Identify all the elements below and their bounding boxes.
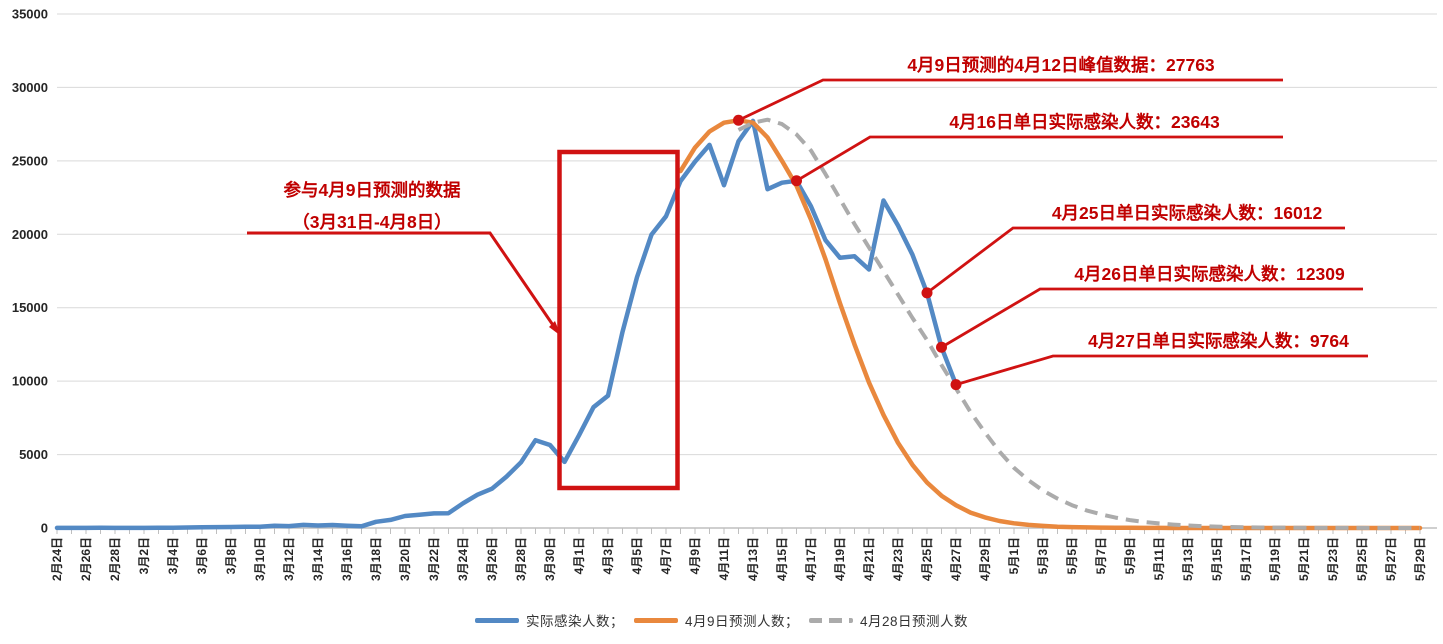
x-axis-label: 3月20日: [398, 537, 412, 581]
x-axis-label: 3月22日: [427, 537, 441, 581]
callout-leader-line: [940, 287, 1363, 349]
callout-text: 4月16日单日实际感染人数：23643: [949, 112, 1220, 132]
x-axis-label: 3月28日: [514, 537, 528, 581]
x-axis-label: 4月27日: [949, 537, 963, 581]
x-axis-label: 5月13日: [1181, 537, 1195, 581]
x-axis-label: 3月12日: [282, 537, 296, 581]
y-axis-label: 25000: [12, 153, 48, 168]
callout-leader-line: [955, 354, 1368, 386]
x-axis-label: 5月9日: [1123, 537, 1137, 574]
x-axis-label: 4月1日: [572, 537, 586, 574]
legend-label-actual: 实际感染人数；: [525, 614, 624, 629]
highlight-box: [557, 149, 680, 491]
x-axis-label: 5月11日: [1152, 537, 1166, 580]
data-point-marker: [791, 175, 802, 187]
x-axis-label: 4月29日: [978, 537, 992, 581]
x-axis-label: 2月28日: [108, 537, 122, 581]
box-annotation-leader-line: [247, 231, 559, 332]
x-axis-label: 5月23日: [1326, 537, 1340, 581]
x-axis-label: 4月21日: [862, 537, 876, 581]
legend-item-actual: 实际感染人数；: [474, 610, 624, 630]
legend-item-pred-apr28: 4月28日预测人数: [809, 610, 968, 630]
x-axis-label: 4月25日: [920, 537, 934, 581]
legend-item-pred-apr9: 4月9日预测人数；: [633, 610, 799, 630]
x-axis-label: 3月24日: [456, 537, 470, 581]
x-axis-label: 5月7日: [1094, 537, 1108, 574]
x-axis-label: 3月4日: [166, 537, 180, 574]
callout-text: 4月9日预测的4月12日峰值数据：27763: [907, 55, 1215, 75]
x-axis-label: 5月29日: [1413, 537, 1427, 581]
x-axis-label: 5月1日: [1007, 537, 1021, 574]
callout-leader-line: [795, 135, 1283, 182]
x-axis-label: 4月7日: [659, 537, 673, 574]
x-axis-label: 3月8日: [224, 537, 238, 574]
x-axis-label: 4月5日: [630, 537, 644, 574]
x-axis-label: 3月2日: [137, 537, 151, 574]
x-axis-label: 5月19日: [1268, 537, 1282, 581]
legend-label-pred-apr28: 4月28日预测人数: [860, 614, 969, 629]
x-axis-label: 3月26日: [485, 537, 499, 581]
x-axis-label: 5月27日: [1384, 537, 1398, 581]
x-axis-label: 3月16日: [340, 537, 354, 581]
y-axis-label: 5000: [19, 447, 48, 462]
x-axis-label: 5月3日: [1036, 537, 1050, 574]
x-axis-label: 3月10日: [253, 537, 267, 581]
x-axis-label: 3月6日: [195, 537, 209, 574]
data-point-marker: [950, 379, 962, 391]
x-axis-label: 2月26日: [79, 537, 93, 581]
x-axis-label: 5月21日: [1297, 537, 1311, 581]
data-point-marker: [921, 287, 933, 299]
legend: 实际感染人数； 4月9日预测人数； 4月28日预测人数: [0, 610, 1443, 630]
box-annotation-arrowhead: [549, 321, 561, 336]
x-axis-label: 3月14日: [311, 537, 325, 581]
x-axis-label: 4月9日: [688, 537, 702, 574]
x-axis-label: 5月17日: [1239, 537, 1253, 581]
y-axis-label: 10000: [12, 374, 48, 389]
box-annotation-text-line1: 参与4月9日预测的数据: [284, 180, 461, 200]
callout-leader-line: [737, 78, 1283, 122]
x-axis-label: 3月18日: [369, 537, 383, 581]
callout-text: 4月27日单日实际感染人数：9764: [1088, 331, 1349, 351]
x-axis-label: 2月24日: [50, 537, 64, 581]
legend-line-actual-icon: [474, 617, 519, 623]
legend-line-pred-apr28-icon: [809, 617, 853, 623]
data-point-marker: [733, 114, 744, 126]
callout-text: 4月25日单日实际感染人数：16012: [1052, 203, 1323, 223]
y-axis-label: 30000: [12, 80, 48, 95]
callout-leader-line: [926, 226, 1345, 294]
x-axis-label: 5月5日: [1065, 537, 1079, 574]
y-axis-label: 15000: [12, 300, 48, 315]
legend-line-pred-apr9-icon: [633, 617, 678, 623]
x-axis-label: 4月15日: [775, 537, 789, 581]
series-actual-line: [54, 118, 959, 531]
y-axis-label: 35000: [12, 7, 48, 22]
x-axis-label: 4月11日: [717, 537, 731, 580]
x-axis-label: 4月13日: [746, 537, 760, 581]
y-axis-label: 0: [41, 521, 48, 536]
x-axis-label: 3月30日: [543, 537, 557, 581]
x-axis-label: 5月15日: [1210, 537, 1224, 581]
x-axis-label: 4月19日: [833, 537, 847, 581]
box-annotation-text-line2: （3月31日-4月8日）: [292, 212, 452, 232]
legend-label-pred-apr9: 4月9日预测人数；: [684, 614, 799, 629]
y-axis-label: 20000: [12, 227, 48, 242]
callout-text: 4月26日单日实际感染人数：12309: [1074, 264, 1345, 284]
x-axis-label: 4月17日: [804, 537, 818, 581]
x-axis-label: 4月23日: [891, 537, 905, 581]
data-point-marker: [936, 341, 947, 353]
x-axis-label: 5月25日: [1355, 537, 1369, 581]
x-axis-label: 4月3日: [601, 537, 615, 574]
series-pred_apr28-line: [737, 117, 1420, 530]
